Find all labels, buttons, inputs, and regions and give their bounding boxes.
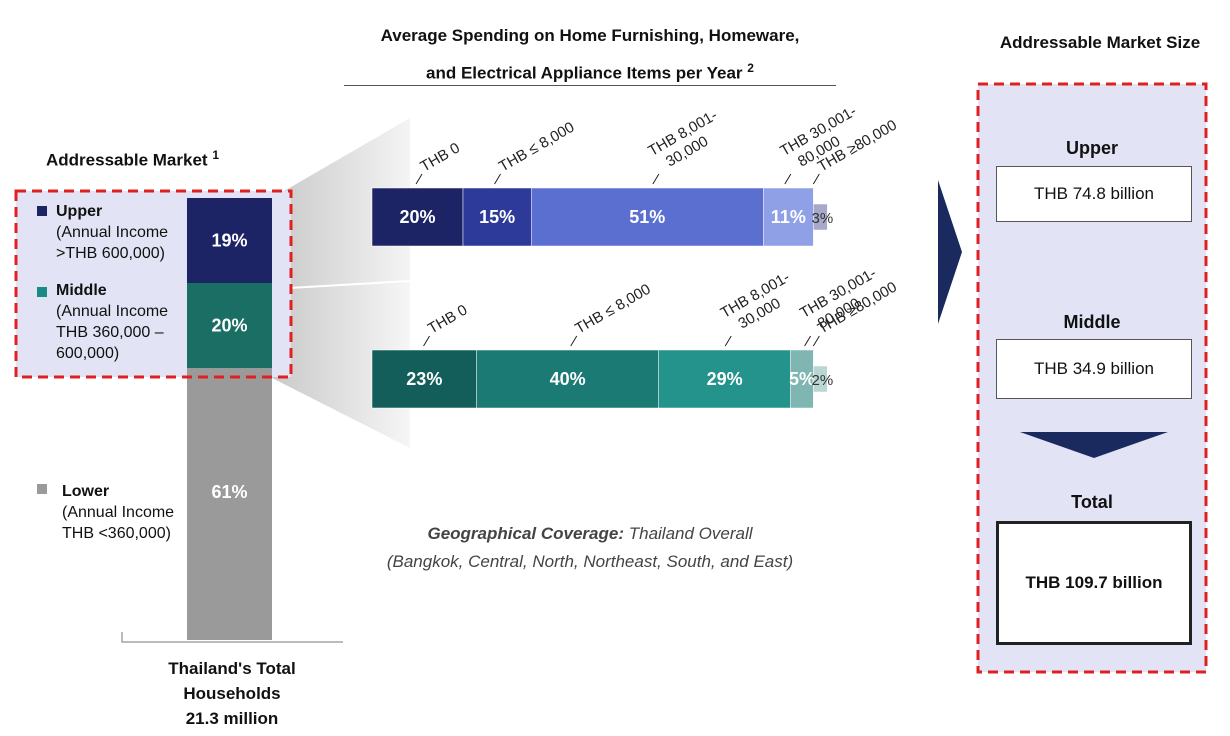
upper-header-tick-3	[784, 173, 792, 185]
upper-header-tick-4	[812, 173, 820, 185]
chart-title-line2: and Electrical Appliance Items per Year	[426, 63, 743, 83]
market-total-box: THB 109.7 billion	[996, 521, 1192, 645]
market-upper-value: THB 74.8 billion	[1033, 184, 1154, 203]
household-seg-upper	[187, 198, 272, 283]
chart-title: Average Spending on Home Furnishing, Hom…	[345, 20, 835, 90]
middle-header-1: THB ≤ 8,000	[572, 281, 653, 338]
legend-lower-detail2: THB <360,000)	[62, 525, 171, 542]
upper-header-1: THB ≤ 8,000	[496, 119, 577, 176]
legend-lower-swatch	[37, 484, 47, 494]
household-label-lower: 61%	[211, 482, 247, 502]
middle-label-3: 5%	[789, 369, 815, 389]
middle-seg-1	[476, 349, 659, 409]
geo-label: Geographical Coverage:	[427, 524, 624, 543]
middle-spending-bar: 23% 40% 29% 5%2%	[371, 349, 834, 409]
addressable-market-title: Addressable Market 1	[46, 148, 219, 171]
middle-label-4: 2%	[812, 372, 834, 389]
middle-header-2: THB 8,001-30,000	[718, 269, 802, 338]
middle-header-tick-4	[812, 335, 820, 347]
market-size-title: Addressable Market Size	[999, 33, 1201, 52]
legend-upper: Upper (Annual Income >THB 600,000)	[56, 201, 168, 264]
middle-header-0: THB 0	[425, 301, 470, 337]
upper-label-0: 20%	[399, 207, 435, 227]
market-total-value: THB 109.7 billion	[1025, 573, 1163, 592]
legend-upper-swatch	[37, 206, 47, 216]
market-upper-box: THB 74.8 billion	[996, 166, 1192, 222]
upper-label-3: 11%	[771, 207, 806, 227]
legend-middle-detail3: 600,000)	[56, 345, 120, 362]
middle-header-tick-0	[423, 335, 430, 347]
upper-spending-bar: 20% 15% 51% 11% 3%	[371, 187, 834, 247]
upper-segment-headers: THB 0 THB ≤ 8,000 THB 8,001-30,000 THB 30,0…	[415, 103, 900, 185]
legend-upper-detail1: (Annual Income	[56, 224, 169, 241]
household-axis	[121, 632, 343, 643]
market-upper-label: Upper	[1065, 138, 1118, 158]
chart-title-line1: Average Spending on Home Furnishing, Hom…	[380, 26, 800, 45]
household-seg-middle	[187, 283, 272, 368]
upper-seg-4	[813, 203, 828, 231]
market-middle-box: THB 34.9 billion	[996, 339, 1192, 399]
legend-middle-detail1: (Annual Income	[56, 303, 169, 320]
legend-middle-swatch	[37, 287, 47, 297]
household-label-middle: 20%	[211, 316, 247, 336]
legend-upper-name: Upper	[56, 203, 103, 220]
addressable-market-note: 1	[212, 148, 219, 162]
household-label-upper: 19%	[211, 231, 247, 251]
household-footer-line2: Households	[183, 684, 281, 703]
addressable-market-panel-border	[14, 189, 293, 379]
legend-lower-name: Lower	[62, 483, 110, 500]
right-arrow-shape	[938, 180, 962, 324]
middle-header-tick-3	[804, 335, 812, 347]
legend-middle: Middle (Annual Income THB 360,000 – 600,…	[56, 280, 168, 364]
household-column: 19% 20% 61%	[187, 198, 272, 640]
upper-seg-0	[371, 187, 464, 247]
legend-upper-detail2: >THB 600,000)	[56, 245, 165, 262]
household-footer-line3: 21.3 million	[185, 709, 279, 728]
middle-label-0: 23%	[406, 369, 442, 389]
addressable-market-title-text: Addressable Market	[46, 150, 208, 170]
upper-seg-1	[462, 187, 532, 247]
upper-seg-2	[531, 187, 764, 247]
geo-value: Thailand Overall	[628, 524, 753, 543]
legend-middle-name: Middle	[56, 282, 107, 299]
upper-header-tick-0	[415, 173, 423, 185]
upper-header-0: THB 0	[418, 139, 463, 175]
middle-header-tick-2	[724, 335, 732, 347]
middle-label-1: 40%	[550, 369, 586, 389]
geo-coverage: Geographical Coverage: Thailand Overall …	[345, 520, 835, 576]
middle-header-tick-1	[570, 335, 578, 347]
market-total-label: Total	[1071, 492, 1113, 512]
upper-label-2: 51%	[629, 207, 665, 227]
chart-title-rule	[344, 85, 836, 86]
geo-detail: (Bangkok, Central, North, Northeast, Sou…	[386, 552, 794, 571]
middle-seg-4	[813, 365, 828, 393]
upper-header-2: THB 8,001-30,000	[645, 107, 729, 176]
market-middle-label: Middle	[1063, 312, 1121, 332]
legend-lower-detail1: (Annual Income	[62, 504, 175, 521]
upper-header-tick-2	[652, 173, 660, 185]
middle-segment-headers: THB 0 THB ≤ 8,000 THB 8,001-30,000 THB 30,0…	[423, 265, 900, 347]
upper-label-4: 3%	[812, 210, 834, 227]
market-middle-value: THB 34.9 billion	[1033, 359, 1154, 378]
middle-seg-0	[371, 349, 477, 409]
down-arrow-shape	[1020, 432, 1168, 458]
upper-label-1: 15%	[479, 207, 515, 227]
market-size-panel-border	[976, 82, 1208, 674]
household-footer-line1: Thailand's Total	[168, 659, 296, 678]
household-footer: Thailand's Total Households 21.3 million	[122, 656, 342, 731]
middle-seg-2	[658, 349, 791, 409]
chart-title-note: 2	[747, 61, 754, 75]
upper-header-tick-1	[494, 173, 501, 185]
household-seg-lower	[187, 368, 272, 640]
middle-label-2: 29%	[707, 369, 743, 389]
legend-middle-detail2: THB 360,000 –	[56, 324, 164, 341]
legend-lower: Lower (Annual Income THB <360,000)	[62, 481, 174, 544]
